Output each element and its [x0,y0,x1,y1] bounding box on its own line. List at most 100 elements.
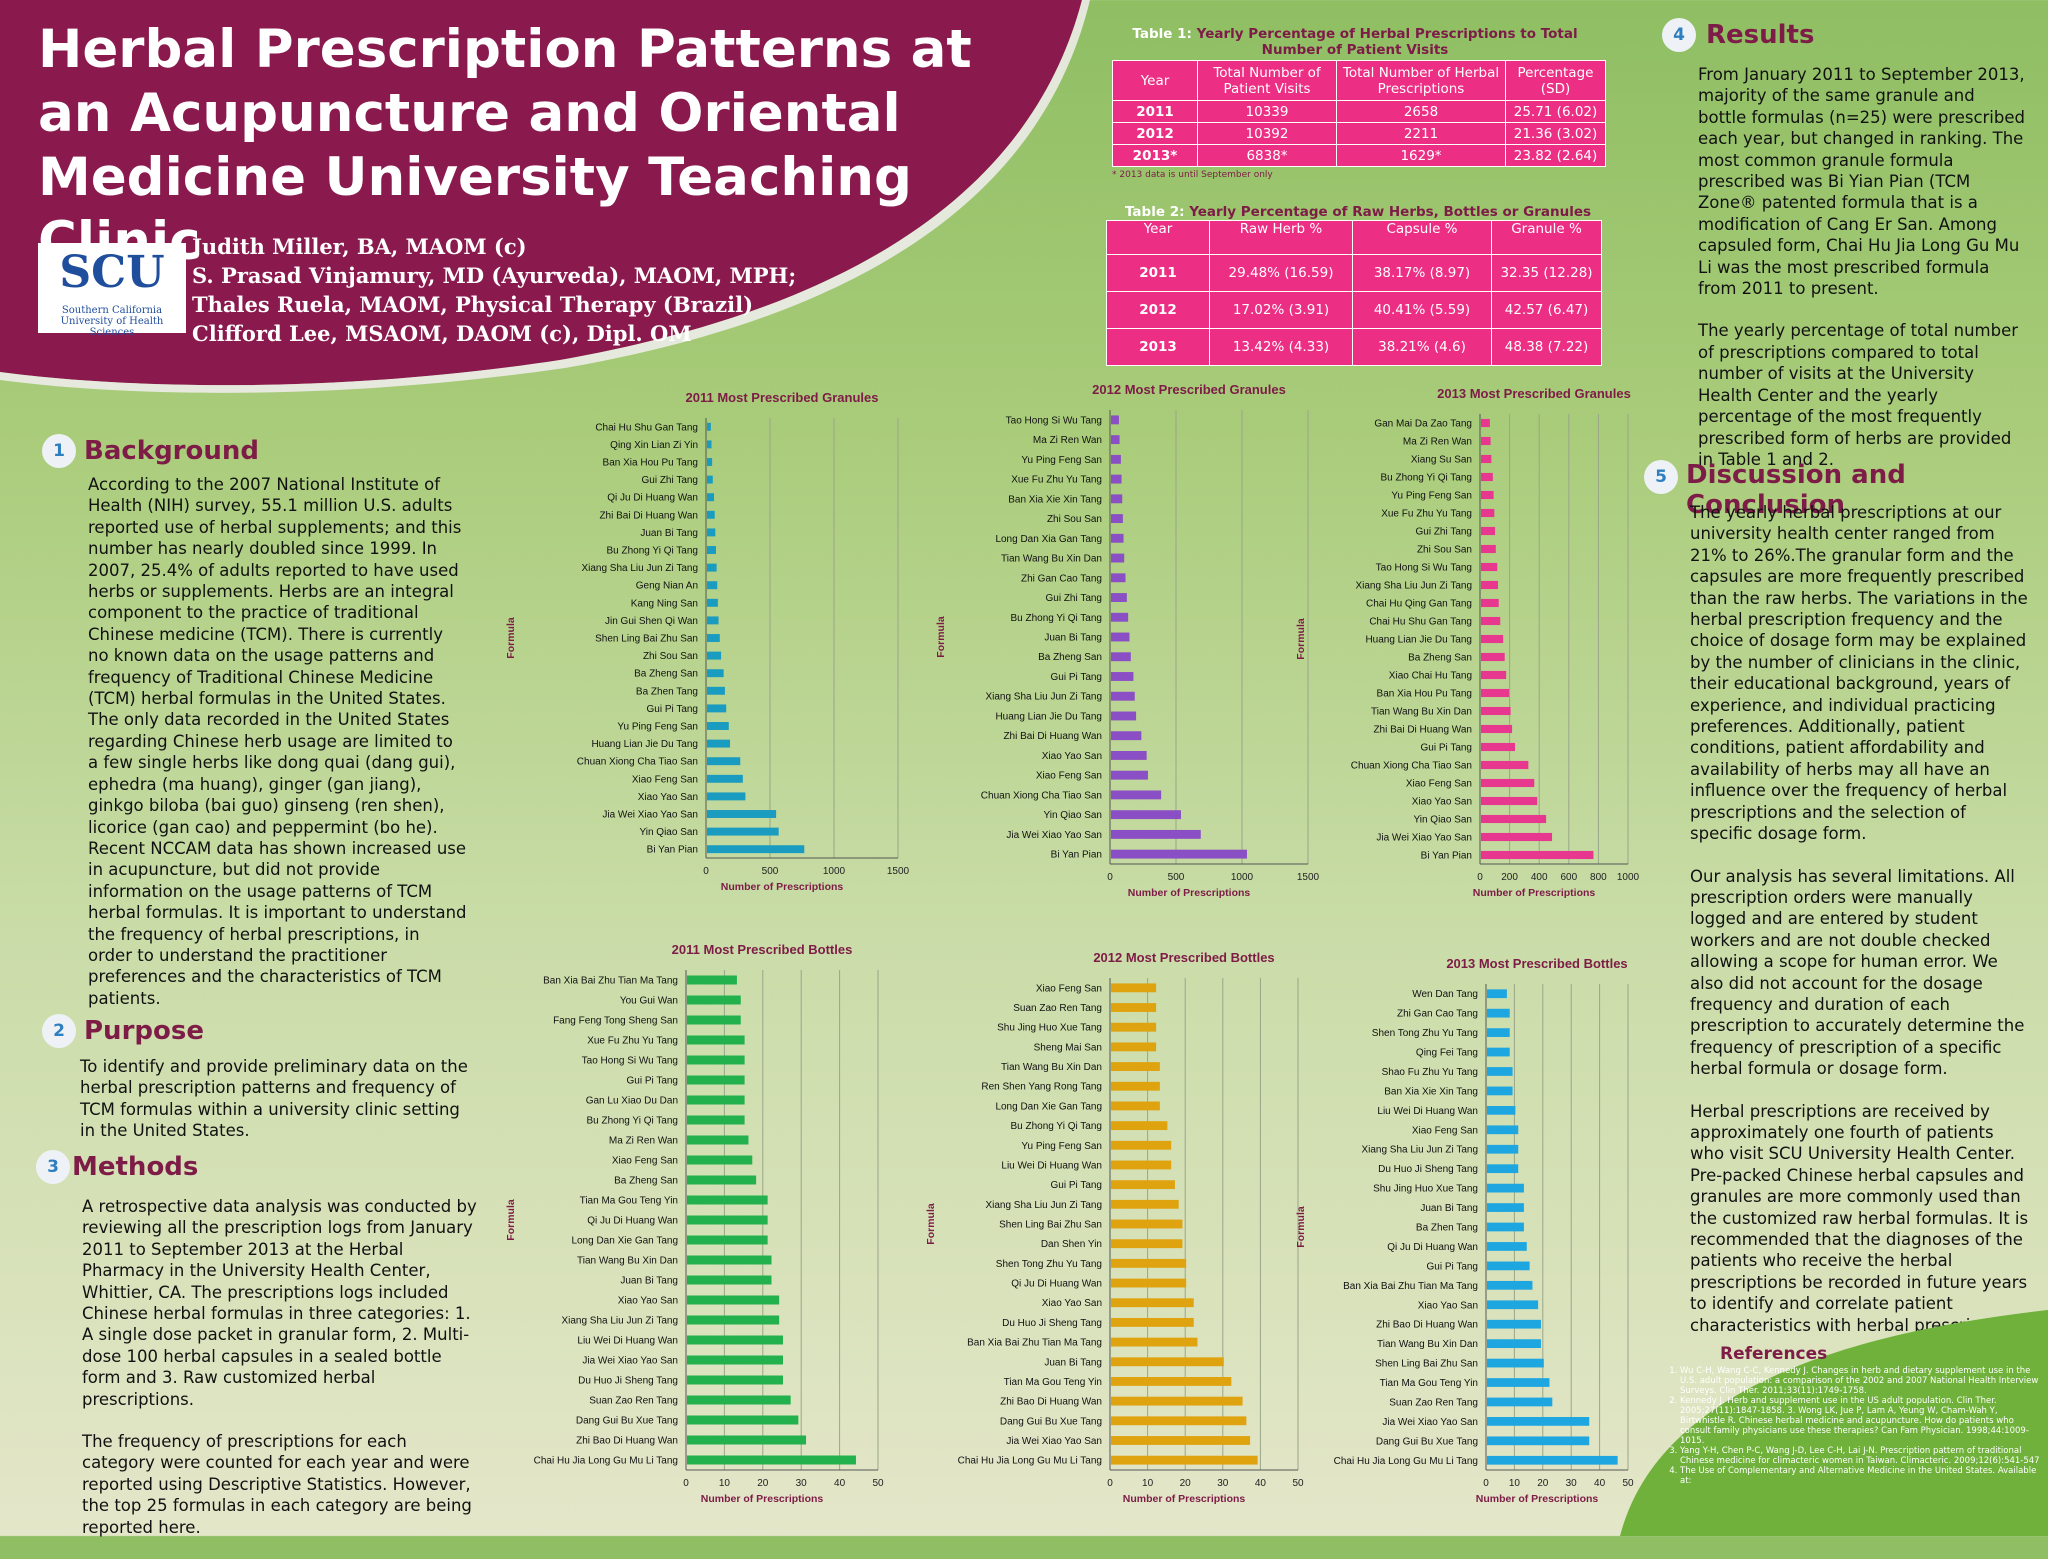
chart-title: 2011 Most Prescribed Granules [686,390,879,405]
category-label: Qi Ju Di Huang Wan [587,1216,678,1227]
x-tick-label: 40 [1594,1478,1606,1489]
category-label: Kang Ning San [631,598,698,609]
category-label: Suan Zao Ren Tang [1389,1397,1478,1408]
category-label: Zhi Bao Di Huang Wan [1376,1320,1478,1331]
x-tick-label: 1500 [1297,872,1320,883]
category-label: Chai Hu Qing Gan Tang [1366,599,1472,610]
y-axis-label: Formula [935,616,947,658]
category-label: Bu Zhong Yi Qi Tang [586,1116,678,1127]
table1-cell: 2013* [1112,144,1198,167]
discussion-text: The yearly herbal prescriptions at our u… [1690,502,2030,1357]
discussion-paragraph-2: Our analysis has several limitations. Al… [1690,866,2025,1079]
references-list: Wu C-H, Wang C-C, Kennedy J. Changes in … [1654,1366,2044,1486]
bar [687,1155,753,1165]
bar [1111,691,1135,701]
table2-cell: 40.41% (5.59) [1352,291,1492,329]
category-label: Xiao Feng San [612,1156,678,1167]
author-3: Thales Ruela, MAOM, Physical Therapy (Br… [192,292,754,317]
bar [1111,1042,1157,1052]
bar [687,1135,749,1145]
category-label: Chuan Xiong Cha Tiao San [1351,761,1472,772]
bar [1111,829,1201,839]
bar [1111,1337,1198,1347]
table1-cell: 2011 [1112,100,1198,123]
table2: Year Raw Herb % Capsule % Granule % 2011… [1106,220,1602,366]
x-tick-label: 20 [1180,1478,1192,1489]
table2-cell: 38.17% (8.97) [1352,254,1492,292]
category-label: Liu Wei Di Huang Wan [577,1336,678,1347]
bar [707,669,724,678]
table1-header-cell: Total Number of Patient Visits [1197,60,1337,101]
bar [1481,544,1496,554]
table1-cell: 6838* [1197,144,1337,167]
methods-paragraph-1: A retrospective data analysis was conduc… [82,1197,477,1409]
x-tick-label: 0 [1477,872,1483,883]
category-label: Juan Bi Tang [640,528,698,539]
bar [1111,1081,1160,1091]
category-label: Tao Hong Si Wu Tang [1376,563,1472,574]
table2-header-cell: Raw Herb % [1209,220,1353,255]
bar [687,1435,807,1445]
bar [1481,724,1513,734]
bar [1111,1377,1232,1386]
category-label: Zhi Bai Di Huang Wan [1003,731,1102,742]
bar [687,1455,856,1465]
category-label: Bi Yan Pian [1051,850,1102,861]
table1-cell: 25.71 (6.02) [1505,100,1606,123]
category-label: Ban Xia Xie Xin Tang [1384,1086,1478,1097]
bar [1481,580,1499,590]
reference-item: Kennedy J. Herb and supplement use in th… [1680,1396,2044,1446]
chart-2011-granules: 2011 Most Prescribed Granules 0 500 1000 150… [500,384,920,904]
table-row: 2013* 6838* 1629* 23.82 (2.64) [1112,144,1606,167]
table-row: 2012 17.02% (3.91) 40.41% (5.59) 42.57 (… [1106,291,1602,329]
category-label: Xiang Sha Liu Jun Zi Tang [581,563,698,574]
category-label: Ma Zi Ren Wan [1403,437,1472,448]
category-label: Zhi Bao Di Huang Wan [576,1436,678,1447]
bar [1111,1416,1247,1426]
bar [1111,474,1122,484]
category-label: Dan Shen Yin [1041,1239,1102,1250]
category-label: Liu Wei Di Huang Wan [1001,1160,1102,1171]
bar [1481,418,1490,428]
table-row: 2011 10339 2658 25.71 (6.02) [1112,100,1606,123]
bar [1111,612,1129,622]
bar [1487,1008,1510,1018]
section-title-purpose: Purpose [84,1016,204,1046]
category-label: Xiao Feng San [1036,771,1102,782]
category-label: Qing Xin Lian Zi Yin [610,440,698,451]
bar [1487,989,1507,999]
bar [1111,731,1142,741]
category-label: Yu Ping Feng San [617,722,698,733]
table1-cell: 2211 [1336,122,1506,145]
x-tick-label: 50 [1622,1478,1634,1489]
x-tick-label: 30 [1566,1478,1578,1489]
bar [1111,790,1162,800]
bar [1487,1417,1590,1426]
category-label: Xiao Feng San [1036,983,1102,994]
author-2: S. Prasad Vinjamury, MD (Ayurveda), MAOM… [192,263,797,288]
category-label: Tian Wang Bu Xin Dan [1001,1062,1102,1073]
bar [1111,494,1123,504]
category-label: Gui Pi Tang [1050,1180,1102,1191]
x-axis-label: Number of Prescriptions [1128,887,1251,899]
x-tick-label: 0 [703,866,709,877]
section-number-purpose: 2 [42,1014,76,1048]
references-backdrop [1620,1310,2048,1536]
bar [1487,1397,1553,1407]
bar [1481,436,1491,446]
bar [1111,652,1131,662]
table1-cell: 23.82 (2.64) [1505,144,1606,167]
category-label: Juan Bi Tang [1044,1357,1102,1368]
bar [1111,1219,1183,1229]
category-label: Ban Xia Hou Pu Tang [1377,689,1472,700]
bar [1111,1022,1157,1032]
bar [1487,1222,1524,1232]
table2-caption-label: Table 2: [1124,204,1185,220]
x-tick-label: 800 [1590,872,1607,883]
category-label: Du Huo Ji Sheng Tang [1378,1164,1478,1175]
chart-2012-bottles: 2012 Most Prescribed Bottles 0 10 20 30 40 50 X… [920,944,1320,1516]
category-label: Yin Qiao San [1413,815,1472,826]
category-label: Xiang Sha Liu Jun Zi Tang [1355,581,1472,592]
category-label: Zhi Sou San [643,651,698,662]
chart-svg: 2011 Most Prescribed Granules 0 500 1000 150… [505,390,910,893]
